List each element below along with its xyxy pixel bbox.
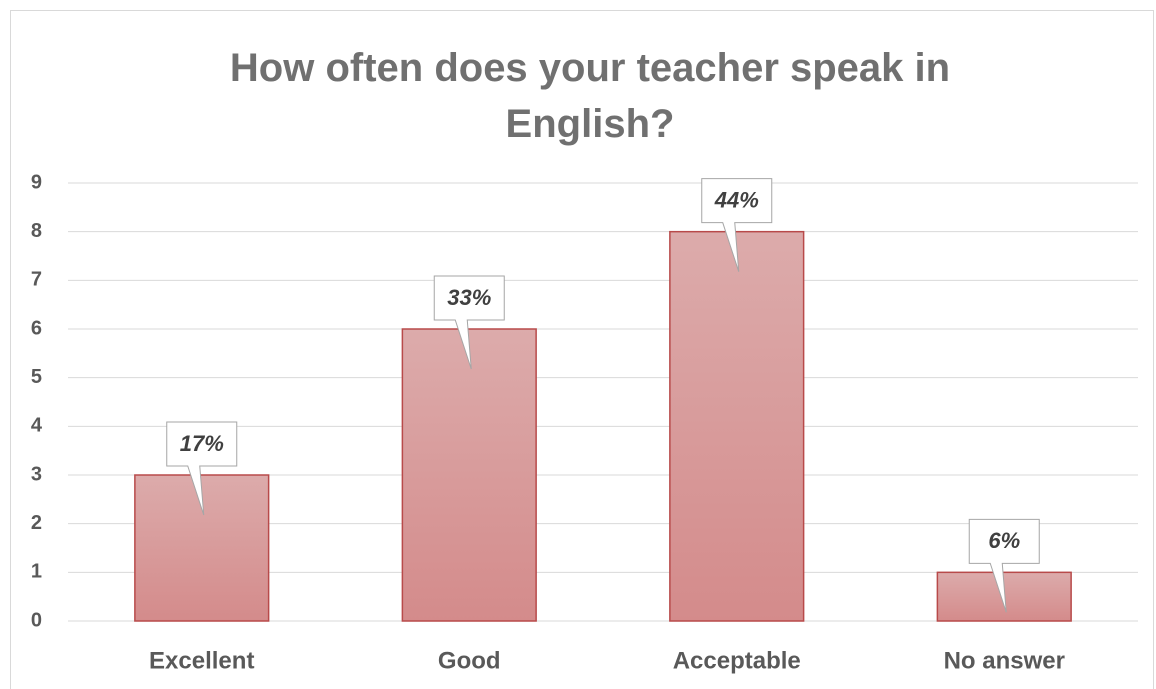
value-label: 6%: [988, 528, 1020, 553]
x-tick-label: Excellent: [149, 647, 254, 674]
value-label: 17%: [180, 431, 224, 456]
x-tick-label: Good: [438, 647, 501, 674]
x-tick-label: Acceptable: [673, 647, 801, 674]
y-tick-label: 8: [31, 220, 42, 242]
y-tick-label: 7: [31, 269, 42, 291]
y-tick-label: 0: [31, 609, 42, 631]
chart-title: How often does your teacher speak in Eng…: [229, 46, 951, 146]
x-tick-label: No answer: [944, 647, 1065, 674]
callout: [433, 275, 505, 370]
y-tick-label: 9: [31, 171, 42, 193]
bar: [936, 571, 1072, 622]
chart-frame: [10, 10, 1154, 689]
callout: [701, 178, 773, 272]
callout: [166, 421, 238, 516]
y-tick-label: 2: [31, 512, 42, 534]
y-tick-label: 6: [31, 317, 42, 339]
y-tick-label: 1: [31, 561, 42, 583]
value-label: 33%: [447, 285, 491, 310]
y-tick-label: 4: [31, 415, 43, 437]
bar: [669, 230, 805, 622]
y-tick-label: 3: [31, 463, 42, 485]
value-label: 44%: [714, 187, 759, 212]
y-tick-label: 5: [31, 366, 42, 388]
callout: [968, 518, 1040, 613]
bar: [401, 328, 537, 622]
